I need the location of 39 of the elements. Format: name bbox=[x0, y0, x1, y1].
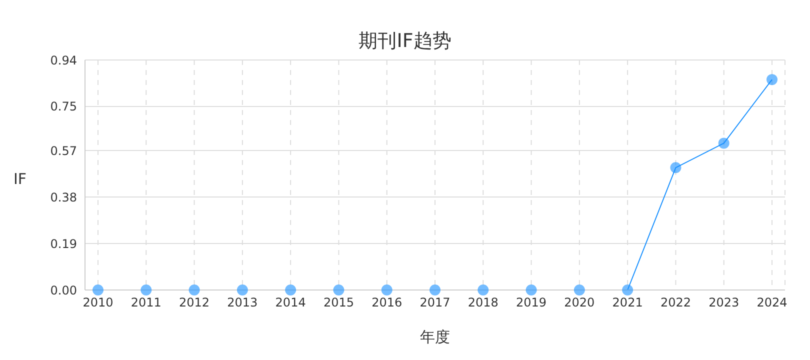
y-tick-label: 0.94 bbox=[50, 53, 77, 68]
point bbox=[574, 284, 585, 296]
x-tick-label: 2014 bbox=[275, 296, 306, 310]
x-tick-label: 2013 bbox=[227, 296, 258, 310]
y-axis-title: IF bbox=[12, 170, 28, 188]
point bbox=[478, 284, 489, 296]
x-tick-label: 2023 bbox=[708, 296, 740, 310]
x-tick-label: 2021 bbox=[612, 296, 643, 310]
point bbox=[236, 284, 248, 296]
x-tick-label: 2010 bbox=[82, 296, 114, 310]
x-tick-label: 2019 bbox=[516, 296, 547, 310]
point bbox=[333, 284, 344, 296]
x-axis-title: 年度 bbox=[419, 328, 451, 347]
x-tick-label: 2015 bbox=[323, 296, 354, 310]
x-tick-label: 2018 bbox=[468, 296, 498, 310]
x-tick-label: 2020 bbox=[564, 296, 595, 310]
y-tick-label: 0.00 bbox=[50, 283, 77, 298]
point bbox=[766, 74, 778, 86]
y-tick-label: 0.75 bbox=[50, 100, 77, 114]
x-tick-label: 2024 bbox=[756, 296, 788, 310]
y-tick-label: 0.57 bbox=[50, 144, 77, 158]
x-tick-label: 2012 bbox=[179, 296, 210, 310]
point bbox=[188, 284, 200, 296]
x-tick-label: 2022 bbox=[660, 296, 691, 310]
x-tick-label: 2017 bbox=[420, 296, 450, 310]
point bbox=[381, 284, 392, 296]
y-tick-label: 0.19 bbox=[50, 236, 77, 251]
x-tick-label: 2011 bbox=[130, 296, 162, 310]
point bbox=[670, 162, 682, 174]
point bbox=[718, 138, 730, 149]
point bbox=[622, 284, 634, 296]
point bbox=[526, 284, 537, 296]
chart-title: 期刊IF趋势 bbox=[358, 29, 452, 54]
y-tick-label: 0.38 bbox=[50, 190, 77, 204]
point bbox=[140, 284, 152, 296]
x-tick-label: 2016 bbox=[372, 296, 402, 310]
point bbox=[430, 284, 440, 296]
point bbox=[285, 284, 296, 296]
point bbox=[92, 284, 104, 296]
